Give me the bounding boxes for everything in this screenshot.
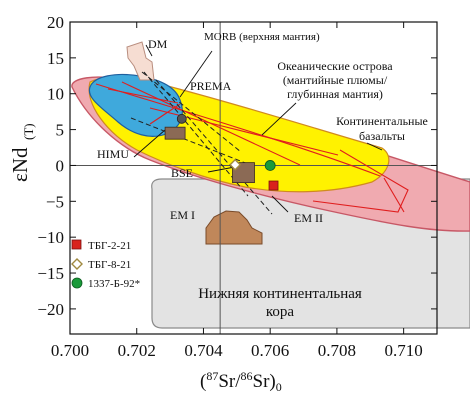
label-ocean-islands-2: (мантийные плюмы/ bbox=[283, 73, 388, 87]
x-label-sub-0: 0 bbox=[276, 380, 282, 394]
label-morb: MORB (верхняя мантия) bbox=[204, 31, 320, 43]
end-member-himu bbox=[164, 126, 186, 140]
x-label-sup-86: 86 bbox=[241, 369, 253, 383]
y-tick-label-1: 15 bbox=[47, 49, 64, 68]
x-axis-label-text: (87Sr/86Sr)0 bbox=[200, 369, 282, 394]
leader-ocean-islands bbox=[261, 102, 297, 136]
trend-line-red-2 bbox=[107, 88, 179, 104]
x-label-sr-close: Sr) bbox=[253, 371, 276, 392]
trend-line-red-3 bbox=[149, 103, 181, 125]
x-tick-label-3: 0.706 bbox=[251, 341, 289, 360]
mixing-line-dm-em2 bbox=[155, 79, 273, 215]
y-tick-label-6: −10 bbox=[37, 228, 64, 247]
label-lower-crust-2: кора bbox=[266, 304, 295, 320]
y-axis-label: εNd (T) bbox=[8, 123, 36, 182]
leader-morb bbox=[179, 50, 213, 98]
legend-marker-1337 bbox=[71, 277, 83, 289]
plot-frame bbox=[69, 21, 438, 335]
label-bse: BSE bbox=[171, 166, 193, 180]
y-tick-label-8: −20 bbox=[37, 300, 64, 319]
x-tick-label-2: 0.704 bbox=[184, 341, 223, 360]
sample-point-1 bbox=[229, 158, 242, 171]
x-tick-label-0: 0.700 bbox=[51, 341, 89, 360]
label-cont-basalts-1: Континентальные bbox=[336, 114, 428, 128]
trend-line-red-6 bbox=[312, 149, 409, 213]
legend-label-tbg-2-21: ТБГ-2-21 bbox=[88, 240, 131, 252]
sample-point-2 bbox=[264, 160, 276, 171]
legend-label-1337: 1337-Б-92* bbox=[88, 278, 140, 290]
y-tick-label-0: 20 bbox=[47, 13, 64, 32]
y-tick-label-5: −5 bbox=[46, 192, 64, 211]
label-prema: PREMA bbox=[190, 79, 232, 93]
legend: ТБГ-2-21 ТБГ-8-21 1337-Б-92* bbox=[71, 239, 140, 290]
label-himu: HIMU bbox=[97, 147, 129, 161]
y-tick-label-7: −15 bbox=[37, 264, 64, 283]
mixing-line-dm-bse bbox=[141, 71, 242, 153]
x-label-sr-slash: Sr/ bbox=[218, 371, 241, 392]
label-ocean-islands-3: глубинная мантия) bbox=[287, 87, 383, 101]
label-ocean-islands-1: Океанические острова bbox=[277, 59, 393, 73]
y-axis-label-main: εNd bbox=[8, 147, 32, 182]
x-tick-label-1: 0.702 bbox=[118, 341, 156, 360]
leader-dm bbox=[145, 44, 153, 57]
leader-himu bbox=[133, 129, 166, 158]
x-tick-label-4: 0.708 bbox=[318, 341, 356, 360]
y-axis-label-sub: (T) bbox=[21, 123, 36, 140]
trend-line-red-1 bbox=[95, 83, 381, 177]
leader-cont-basalts bbox=[366, 142, 383, 151]
end-member-prema bbox=[176, 113, 187, 124]
y-tick-label-2: 10 bbox=[47, 85, 64, 104]
legend-marker-tbg-8-21 bbox=[71, 258, 83, 270]
sample-point-0 bbox=[268, 180, 279, 191]
field-dm bbox=[126, 41, 155, 81]
trend-line-red-7 bbox=[383, 177, 405, 213]
mixing-line-dm-em1 bbox=[143, 71, 249, 197]
mixing-line-himu-bse bbox=[130, 117, 249, 165]
legend-marker-tbg-2-21 bbox=[71, 239, 82, 250]
label-cont-basalts-2: базальты bbox=[359, 129, 405, 143]
marks-layer bbox=[164, 113, 279, 191]
legend-label-tbg-8-21: ТБГ-8-21 bbox=[88, 259, 131, 271]
x-axis-label: (87Sr/86Sr)0 bbox=[200, 369, 282, 394]
y-tick-label-3: 5 bbox=[56, 121, 65, 140]
ticks-layer: 0.700 0.702 0.704 0.706 0.708 0.710 20 15 10 5 0 −5… bbox=[37, 13, 437, 360]
label-em2: EM II bbox=[294, 211, 323, 225]
x-label-sup-87: 87 bbox=[206, 369, 218, 383]
y-tick-label-4: 0 bbox=[56, 156, 65, 175]
leader-em2 bbox=[271, 195, 289, 213]
label-em1: EM I bbox=[170, 208, 195, 222]
label-dm: DM bbox=[148, 37, 168, 51]
x-tick-label-5: 0.710 bbox=[385, 341, 423, 360]
label-lower-crust-1: Нижняя континентальная bbox=[198, 286, 362, 302]
x-label-open: ( bbox=[200, 371, 206, 392]
